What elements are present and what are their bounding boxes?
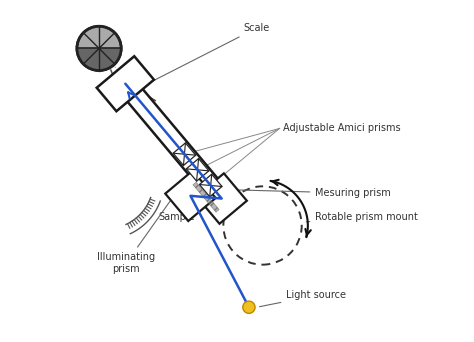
Polygon shape (118, 77, 234, 210)
Polygon shape (197, 173, 247, 224)
Text: Scale: Scale (134, 23, 270, 91)
Text: Illuminating
prism: Illuminating prism (97, 176, 188, 274)
Circle shape (77, 26, 121, 70)
Wedge shape (78, 48, 120, 70)
Text: Light source: Light source (259, 290, 346, 307)
Polygon shape (173, 143, 196, 166)
Polygon shape (165, 171, 216, 221)
Text: Mesuring prism: Mesuring prism (235, 188, 391, 198)
Circle shape (243, 301, 255, 313)
Polygon shape (186, 159, 209, 181)
Polygon shape (193, 182, 219, 212)
Text: Sample: Sample (159, 186, 195, 222)
Polygon shape (97, 56, 154, 111)
Text: Rotable prism mount: Rotable prism mount (306, 212, 418, 222)
Polygon shape (200, 174, 222, 197)
Text: Adjustable Amici prisms: Adjustable Amici prisms (283, 123, 401, 133)
